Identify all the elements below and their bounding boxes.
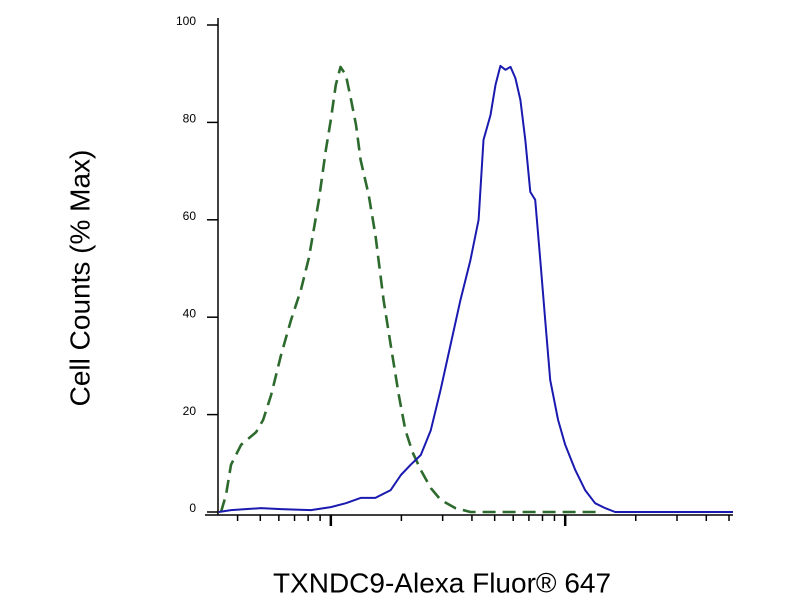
y-tick-label: 20 (183, 404, 197, 418)
y-tick-label: 0 (189, 501, 196, 515)
x-axis-label: TXNDC9-Alexa Fluor® 647 (273, 567, 611, 598)
y-tick-label: 60 (183, 209, 197, 223)
y-tick-label: 100 (176, 14, 196, 28)
histogram-line (218, 64, 733, 513)
histogram-line (219, 65, 601, 514)
y-tick-label: 80 (183, 112, 197, 126)
y-tick-label: 40 (183, 306, 197, 320)
y-axis-label: Cell Counts (% Max) (64, 150, 95, 407)
